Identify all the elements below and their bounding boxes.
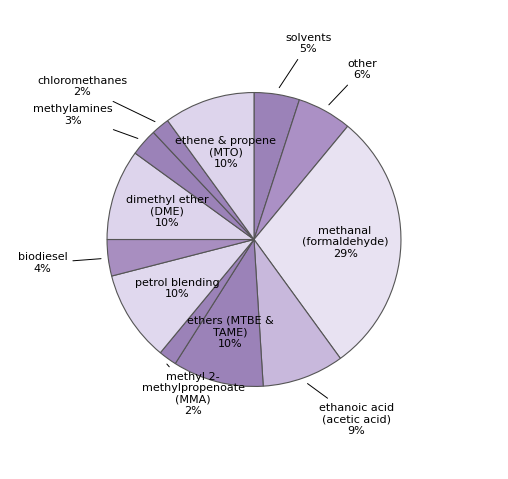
Text: dimethyl ether
(DME)
10%: dimethyl ether (DME) 10% [126, 195, 209, 228]
Wedge shape [153, 121, 254, 240]
Wedge shape [107, 153, 254, 240]
Text: petrol blending
10%: petrol blending 10% [135, 277, 219, 299]
Wedge shape [254, 92, 299, 240]
Text: other
6%: other 6% [329, 59, 377, 105]
Text: chloromethanes
2%: chloromethanes 2% [38, 76, 155, 122]
Text: solvents
5%: solvents 5% [279, 33, 331, 88]
Text: methylamines
3%: methylamines 3% [33, 104, 138, 138]
Text: ethers (MTBE &
TAME)
10%: ethers (MTBE & TAME) 10% [187, 316, 274, 349]
Text: methyl 2-
methylpropenoate
(MMA)
2%: methyl 2- methylpropenoate (MMA) 2% [142, 364, 245, 416]
Text: ethene & propene
(MTO)
10%: ethene & propene (MTO) 10% [175, 136, 276, 170]
Wedge shape [161, 240, 254, 364]
Wedge shape [135, 132, 254, 240]
Wedge shape [254, 126, 401, 358]
Wedge shape [112, 240, 254, 353]
Wedge shape [254, 100, 347, 240]
Text: methanal
(formaldehyde)
29%: methanal (formaldehyde) 29% [302, 226, 388, 259]
Wedge shape [107, 240, 254, 276]
Text: biodiesel
4%: biodiesel 4% [18, 252, 101, 274]
Wedge shape [254, 240, 340, 386]
Wedge shape [168, 92, 254, 240]
Wedge shape [175, 240, 263, 387]
Text: ethanoic acid
(acetic acid)
9%: ethanoic acid (acetic acid) 9% [307, 384, 394, 436]
